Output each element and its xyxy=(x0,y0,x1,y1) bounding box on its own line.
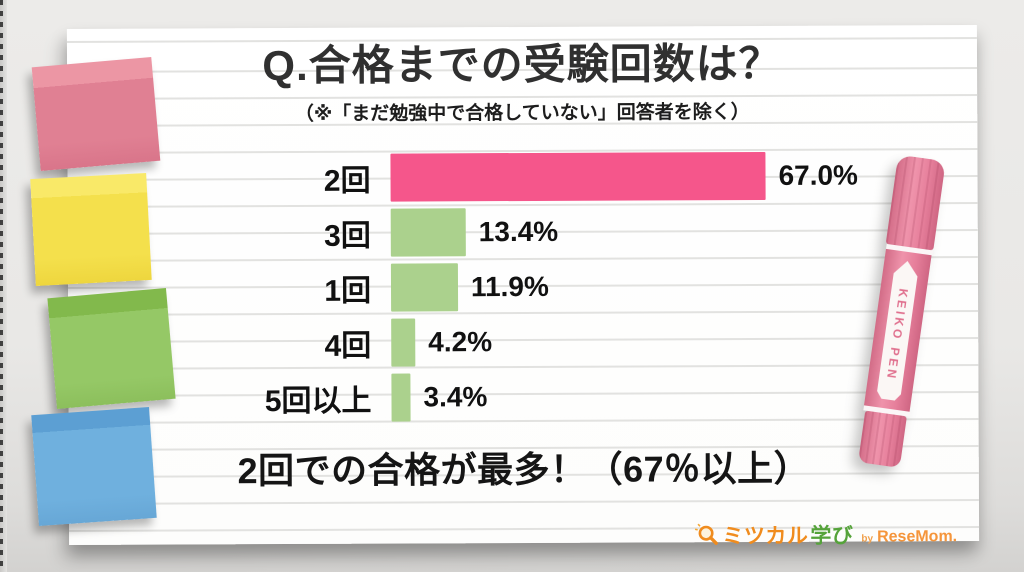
pen-cap-bottom xyxy=(858,410,907,468)
green-sticky-note xyxy=(47,288,176,409)
bar xyxy=(390,262,459,312)
notebook-paper: Q.合格までの受験回数は？ （※「まだ勉強中で合格していない」回答者を除く） 2… xyxy=(66,25,980,548)
chart-subtitle: （※「まだ勉強中で合格していない」回答者を除く） xyxy=(294,102,750,125)
bar xyxy=(390,151,766,202)
bar xyxy=(391,317,416,367)
pen-label: KEIKO PEN xyxy=(876,259,919,401)
bar xyxy=(391,372,411,422)
logo-by-text: by xyxy=(861,532,874,545)
chart-row: 2回 67.0% xyxy=(67,147,977,206)
company-name: ReseMom. xyxy=(877,527,958,545)
value-label: 13.4% xyxy=(478,215,559,247)
yellow-sticky-note xyxy=(30,173,152,286)
blue-sticky-note xyxy=(31,407,157,526)
value-label: 3.4% xyxy=(423,380,488,412)
chart-title: Q.合格までの受験回数は？ xyxy=(262,39,782,90)
pen-label-text: KEIKO PEN xyxy=(883,288,911,383)
torn-edge-decoration xyxy=(0,0,7,572)
pen-barrel: KEIKO PEN xyxy=(864,248,932,412)
magnifier-icon xyxy=(695,523,719,545)
chart-row: 1回 11.9% xyxy=(68,257,978,316)
pink-sticky-note xyxy=(31,56,161,172)
value-label: 67.0% xyxy=(778,159,858,191)
brand-name-jp2: 学び xyxy=(810,524,854,548)
bar xyxy=(390,207,466,257)
value-label: 11.9% xyxy=(470,270,549,302)
chart-row: 3回 13.4% xyxy=(68,202,978,261)
brand-logo: ミツカル 学び by ReseMom. xyxy=(694,519,957,550)
value-label: 4.2% xyxy=(428,325,493,357)
brand-name-jp: ミツカル xyxy=(722,524,809,549)
paper-content: Q.合格までの受験回数は？ （※「まだ勉強中で合格していない」回答者を除く） 2… xyxy=(67,39,979,559)
pen-cap-top xyxy=(885,154,946,251)
